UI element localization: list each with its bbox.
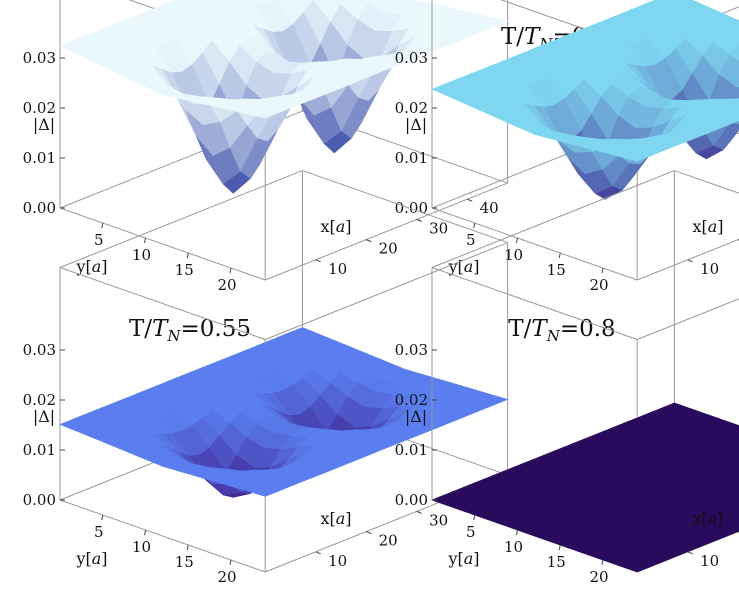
y-tick-label: 10 <box>504 538 523 556</box>
z-axis-label: |Δ| <box>405 407 427 426</box>
x-tick-label: 30 <box>429 219 448 237</box>
z-axis-label: |Δ| <box>33 407 55 426</box>
y-tick-mark <box>602 268 603 273</box>
bounding-box-edge <box>60 171 302 268</box>
y-tick-mark <box>517 530 518 535</box>
y-tick-mark <box>145 238 146 243</box>
x-tick-mark <box>688 552 693 554</box>
y-tick-label: 20 <box>589 276 608 294</box>
x-tick-mark <box>316 260 321 262</box>
z-tick-label: 0.03 <box>395 49 428 67</box>
z-tick-label: 0.00 <box>395 491 428 509</box>
y-tick-mark <box>102 223 103 228</box>
z-tick-label: 0.03 <box>23 341 56 359</box>
y-tick-label: 10 <box>504 246 523 264</box>
x-axis-label: x[a] <box>320 217 351 236</box>
z-tick-label: 0.03 <box>23 49 56 67</box>
x-tick-label: 10 <box>328 260 347 278</box>
bounding-box-edge <box>637 243 739 340</box>
bounding-box-edge <box>637 183 739 280</box>
y-tick-mark <box>230 268 231 273</box>
x-axis-label: x[a] <box>692 509 723 528</box>
y-tick-mark <box>559 253 560 258</box>
y-tick-label: 5 <box>466 523 476 541</box>
y-tick-mark <box>230 560 231 565</box>
x-axis-label: x[a] <box>692 217 723 236</box>
x-tick-label: 10 <box>700 260 719 278</box>
x-tick-label: 20 <box>379 240 398 258</box>
y-axis-label: y[a] <box>75 549 107 568</box>
panel-title: T/TN=0.8 <box>508 316 615 345</box>
y-tick-mark <box>102 515 103 520</box>
panel-title: T/TN=0.55 <box>129 316 251 345</box>
z-tick-label: 0.01 <box>23 149 56 167</box>
y-tick-label: 15 <box>547 553 566 571</box>
y-tick-mark <box>474 223 475 228</box>
bounding-box-edge <box>432 171 674 268</box>
x-tick-label: 10 <box>700 552 719 570</box>
z-tick-label: 0.03 <box>395 341 428 359</box>
x-tick-label: 20 <box>379 532 398 550</box>
y-tick-label: 5 <box>466 231 476 249</box>
y-tick-mark <box>474 515 475 520</box>
y-tick-label: 20 <box>217 568 236 586</box>
y-tick-label: 20 <box>589 568 608 586</box>
x-tick-label: 40 <box>480 199 499 217</box>
y-tick-mark <box>145 530 146 535</box>
y-tick-label: 15 <box>547 261 566 279</box>
z-tick-label: 0.01 <box>395 441 428 459</box>
x-tick-mark <box>688 260 693 262</box>
surface-panel: T/TN=0.250.030.020.010.00|Δ|5101520y[a]4… <box>23 0 508 294</box>
y-tick-mark <box>187 545 188 550</box>
y-tick-mark <box>559 545 560 550</box>
y-tick-label: 15 <box>175 553 194 571</box>
x-tick-mark <box>467 199 472 201</box>
z-tick-label: 0.01 <box>395 149 428 167</box>
y-tick-mark <box>602 560 603 565</box>
z-tick-label: 0.00 <box>23 199 56 217</box>
z-tick-label: 0.00 <box>23 491 56 509</box>
y-tick-label: 5 <box>94 523 104 541</box>
x-tick-mark <box>417 219 422 221</box>
z-tick-label: 0.00 <box>395 199 428 217</box>
x-tick-mark <box>316 552 321 554</box>
y-tick-label: 5 <box>94 231 104 249</box>
z-tick-label: 0.01 <box>23 441 56 459</box>
y-tick-label: 10 <box>132 538 151 556</box>
x-tick-mark <box>417 511 422 513</box>
x-tick-mark <box>366 532 371 534</box>
x-tick-label: 10 <box>328 552 347 570</box>
x-tick-label: 30 <box>429 511 448 529</box>
x-axis-label: x[a] <box>320 509 351 528</box>
y-tick-mark <box>187 253 188 258</box>
y-tick-label: 15 <box>175 261 194 279</box>
y-tick-mark <box>517 238 518 243</box>
x-tick-mark <box>366 240 371 242</box>
z-axis-label: |Δ| <box>33 115 55 134</box>
y-tick-label: 20 <box>217 276 236 294</box>
y-axis-label: y[a] <box>447 549 479 568</box>
y-tick-label: 10 <box>132 246 151 264</box>
z-axis-label: |Δ| <box>405 115 427 134</box>
